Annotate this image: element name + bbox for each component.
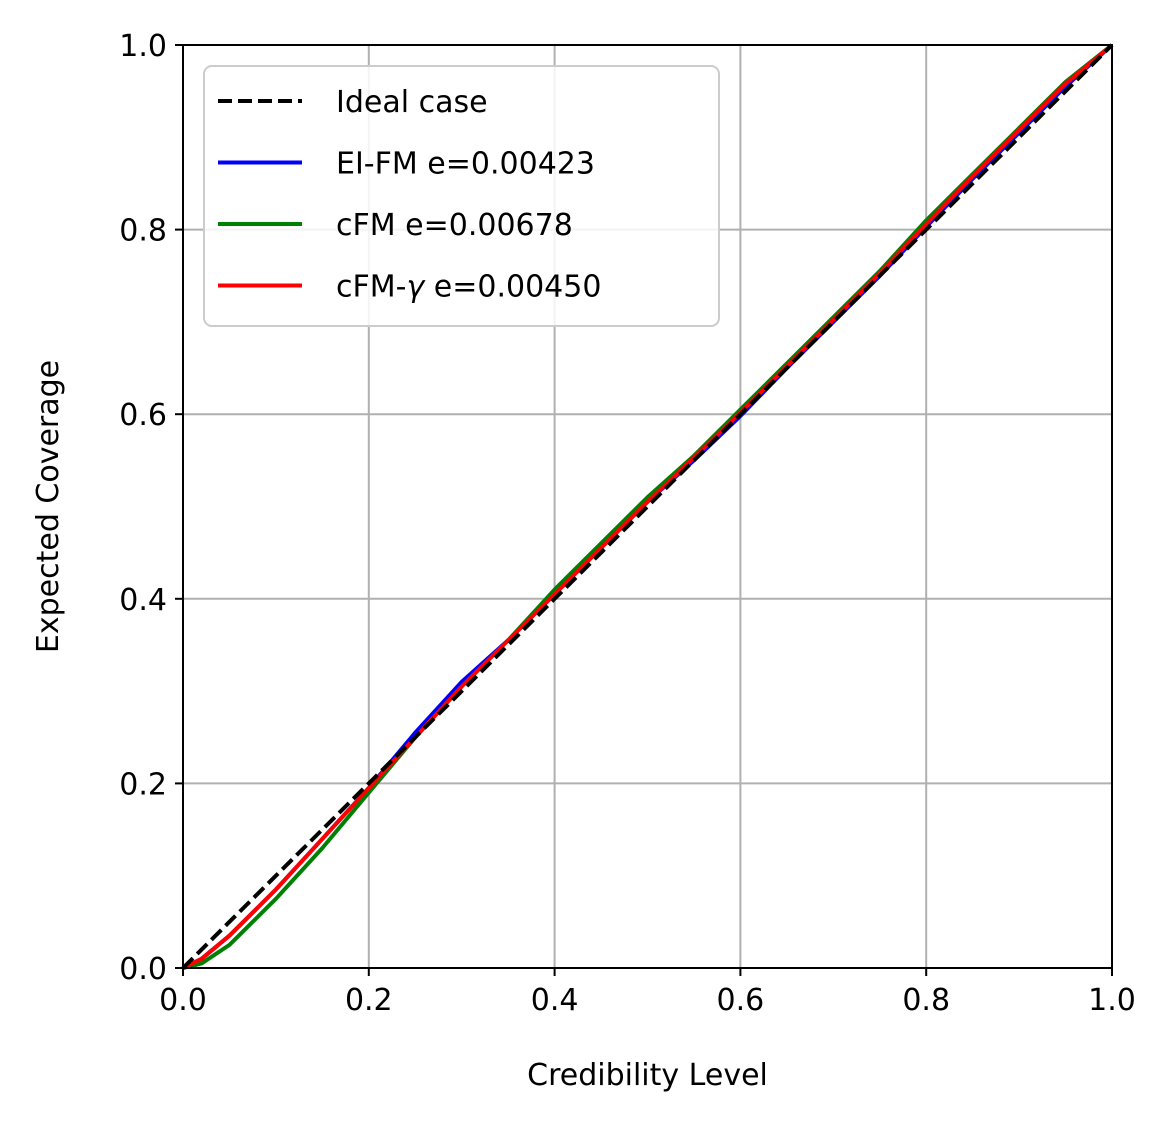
x-tick-label: 0.4 xyxy=(531,983,579,1018)
legend-label-text: Ideal case xyxy=(336,85,488,120)
x-tick-label: 0.8 xyxy=(902,983,950,1018)
x-tick-label: 1.0 xyxy=(1088,983,1136,1018)
plot-frame xyxy=(182,44,1113,969)
x-axis-label: Credibility Level xyxy=(527,1058,768,1093)
series-lines xyxy=(181,43,1114,970)
y-tick-label: 0.8 xyxy=(119,214,167,249)
legend-box xyxy=(203,65,720,327)
legend-label-text: cFM- xyxy=(336,270,406,305)
x-tick-label: 0.6 xyxy=(717,983,765,1018)
y-tick-label: 0.2 xyxy=(119,767,167,802)
y-tick-label: 0.0 xyxy=(119,952,167,987)
series-line-0 xyxy=(181,43,1114,970)
legend-label: EI-FM e=0.00423 xyxy=(336,147,595,182)
x-tick-label: 0.0 xyxy=(159,983,207,1018)
y-tick-label: 1.0 xyxy=(119,29,167,64)
legend-label: cFM e=0.00678 xyxy=(336,208,573,243)
legend-label-symbol: γ xyxy=(406,270,426,305)
legend-label-suffix: e=0.00450 xyxy=(424,270,601,305)
legend-label-text: cFM e=0.00678 xyxy=(336,208,573,243)
legend-label: Ideal case xyxy=(336,85,488,120)
y-tick-label: 0.6 xyxy=(119,398,167,433)
legend: Ideal case EI-FM e=0.00423 cFM e=0.00678 cF… xyxy=(203,65,720,327)
series-line-3 xyxy=(182,43,1114,970)
y-tick-label: 0.4 xyxy=(119,583,167,618)
legend-label: cFM-γ e=0.00450 xyxy=(336,270,601,305)
x-tick-label: 0.2 xyxy=(345,983,393,1018)
axis-ticks: 0.0 0.2 0.4 0.6 0.8 1.0 0.0 0.2 0.4 0.6 0.8 1.0 xyxy=(119,29,1136,1018)
y-axis-label: Expected Coverage xyxy=(31,360,66,653)
legend-label-text: EI-FM e=0.00423 xyxy=(336,147,595,182)
